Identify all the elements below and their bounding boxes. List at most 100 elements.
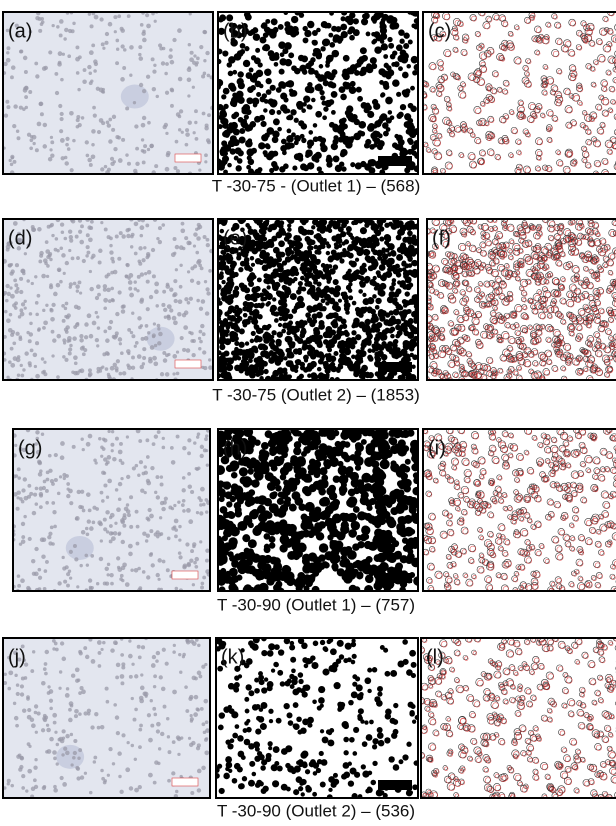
cell (105, 338, 110, 343)
particle (361, 18, 368, 25)
cell (149, 529, 153, 533)
cell (21, 535, 25, 539)
particle (248, 159, 255, 166)
cell (107, 235, 111, 239)
particle (374, 326, 379, 331)
particle (298, 227, 305, 234)
cell (105, 274, 109, 278)
cell (119, 372, 123, 376)
cell (133, 280, 136, 283)
cell (52, 338, 56, 342)
particle (297, 296, 304, 303)
cell (110, 287, 114, 291)
cell (146, 24, 151, 29)
particle (263, 351, 269, 357)
particle (341, 292, 346, 297)
cell (154, 289, 159, 294)
particle (283, 97, 288, 102)
particle (278, 24, 284, 30)
cell (184, 297, 188, 301)
cell (6, 58, 11, 63)
particle (360, 227, 367, 234)
cell (103, 330, 107, 334)
cell (106, 288, 111, 293)
particle (404, 167, 410, 173)
cell (44, 66, 48, 70)
cell (134, 252, 138, 256)
particle (380, 315, 384, 319)
particle (266, 69, 271, 74)
particle (261, 23, 266, 28)
cell (156, 573, 160, 577)
particle (290, 293, 297, 300)
cell (102, 47, 105, 50)
particle (389, 23, 396, 30)
cell (73, 282, 77, 286)
cell (195, 228, 198, 231)
cell (178, 128, 181, 131)
cell (86, 532, 90, 536)
cell (60, 78, 64, 82)
cell (99, 17, 103, 21)
cell (77, 88, 80, 91)
cell (104, 228, 108, 232)
cell (35, 148, 39, 152)
cell (76, 71, 80, 75)
cell (158, 226, 162, 230)
particle (315, 49, 320, 54)
particle (239, 329, 244, 334)
particle (285, 232, 292, 239)
particle (243, 313, 248, 318)
cell (131, 356, 135, 360)
particle (246, 165, 251, 170)
particle (294, 118, 299, 123)
cell (190, 279, 194, 283)
cell (119, 342, 122, 345)
particle (287, 227, 292, 232)
cell (23, 56, 28, 61)
cell (151, 248, 155, 252)
cell (90, 256, 93, 259)
particle (376, 270, 381, 275)
particle (318, 76, 324, 82)
cell (55, 91, 59, 95)
cell (135, 510, 139, 514)
particle (234, 348, 241, 355)
cell (4, 114, 8, 118)
particle (230, 135, 237, 142)
particle (381, 354, 387, 360)
particle (226, 253, 231, 258)
particle (227, 365, 233, 371)
particle (300, 365, 305, 370)
cell (146, 280, 150, 284)
cell (34, 275, 37, 278)
particle (285, 59, 293, 67)
cell (139, 225, 144, 230)
cell (21, 522, 25, 526)
particle (220, 118, 227, 125)
particle (311, 98, 316, 103)
cell (189, 297, 193, 301)
particle (227, 277, 233, 283)
particle (305, 236, 311, 242)
cell (207, 113, 211, 117)
particle (299, 374, 304, 379)
particle (360, 47, 367, 54)
cell (109, 573, 113, 577)
cell (138, 53, 141, 56)
cell (10, 75, 14, 79)
cell (199, 540, 202, 543)
particle (225, 298, 230, 303)
cell (146, 75, 150, 79)
particle (233, 129, 240, 136)
particle (283, 356, 287, 360)
cell (13, 221, 18, 226)
particle (317, 342, 323, 348)
cell (116, 556, 120, 560)
particle (273, 118, 280, 125)
cell (71, 256, 75, 260)
cell (41, 554, 45, 558)
particle (332, 322, 338, 328)
cell (178, 525, 181, 528)
particle (365, 139, 371, 145)
